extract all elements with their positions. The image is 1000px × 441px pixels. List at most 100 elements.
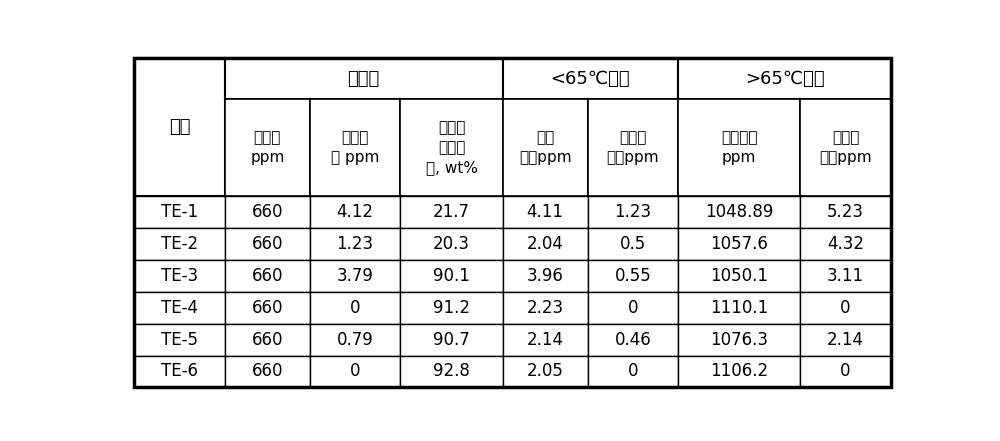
Bar — [225, 355, 310, 387]
Text: 1076.3: 1076.3 — [710, 331, 768, 348]
Bar — [800, 228, 891, 260]
Text: 1106.2: 1106.2 — [710, 363, 768, 381]
Text: 0: 0 — [350, 299, 360, 317]
Bar — [310, 355, 400, 387]
Bar — [588, 355, 678, 387]
Text: 硫醇含
量 ppm: 硫醇含 量 ppm — [331, 130, 379, 165]
Bar — [588, 228, 678, 260]
Bar — [800, 292, 891, 324]
Text: TE-6: TE-6 — [161, 363, 198, 381]
Bar — [503, 99, 588, 196]
Bar — [800, 355, 891, 387]
Text: 0: 0 — [628, 299, 638, 317]
Text: 0.55: 0.55 — [615, 267, 651, 285]
Text: 0: 0 — [350, 363, 360, 381]
Text: 660: 660 — [252, 363, 283, 381]
Bar — [400, 355, 503, 387]
Text: 项目: 项目 — [169, 118, 190, 136]
Bar — [400, 196, 503, 228]
Bar — [310, 228, 400, 260]
Text: 92.8: 92.8 — [433, 363, 470, 381]
Bar — [225, 58, 503, 99]
Bar — [800, 99, 891, 196]
Text: TE-4: TE-4 — [161, 299, 198, 317]
Text: 1110.1: 1110.1 — [710, 299, 768, 317]
Text: 0: 0 — [628, 363, 638, 381]
Text: 90.7: 90.7 — [433, 331, 470, 348]
Bar — [678, 292, 800, 324]
Text: 3.96: 3.96 — [527, 267, 564, 285]
Bar — [134, 58, 225, 196]
Text: 20.3: 20.3 — [433, 235, 470, 253]
Bar — [225, 260, 310, 292]
Text: 91.2: 91.2 — [433, 299, 470, 317]
Text: 4.11: 4.11 — [527, 203, 564, 221]
Text: 硫醇含
量，ppm: 硫醇含 量，ppm — [607, 130, 659, 165]
Bar — [678, 196, 800, 228]
Bar — [225, 99, 310, 196]
Bar — [400, 228, 503, 260]
Bar — [400, 292, 503, 324]
Bar — [503, 324, 588, 355]
Text: TE-5: TE-5 — [161, 331, 198, 348]
Text: 0.46: 0.46 — [615, 331, 651, 348]
Text: 0.5: 0.5 — [620, 235, 646, 253]
Text: 660: 660 — [252, 331, 283, 348]
Text: TE-1: TE-1 — [161, 203, 198, 221]
Bar — [225, 196, 310, 228]
Text: 硫含量，
ppm: 硫含量， ppm — [721, 130, 757, 165]
Text: <65℃组分: <65℃组分 — [551, 70, 630, 88]
Text: 1048.89: 1048.89 — [705, 203, 773, 221]
Text: 2.05: 2.05 — [527, 363, 564, 381]
Bar — [503, 292, 588, 324]
Bar — [503, 355, 588, 387]
Bar — [588, 292, 678, 324]
Bar — [588, 196, 678, 228]
Text: 5.23: 5.23 — [827, 203, 864, 221]
Text: 2.23: 2.23 — [527, 299, 564, 317]
Bar — [134, 196, 225, 228]
Text: 3.79: 3.79 — [337, 267, 374, 285]
Bar — [588, 260, 678, 292]
Text: 1.23: 1.23 — [614, 203, 651, 221]
Bar — [503, 58, 678, 99]
Text: 660: 660 — [252, 235, 283, 253]
Bar — [310, 196, 400, 228]
Bar — [134, 355, 225, 387]
Bar — [310, 260, 400, 292]
Text: 2.14: 2.14 — [827, 331, 864, 348]
Bar — [678, 99, 800, 196]
Bar — [503, 228, 588, 260]
Text: 660: 660 — [252, 203, 283, 221]
Bar — [310, 292, 400, 324]
Bar — [134, 228, 225, 260]
Text: 3.11: 3.11 — [827, 267, 864, 285]
Bar — [310, 324, 400, 355]
Text: 21.7: 21.7 — [433, 203, 470, 221]
Bar — [800, 324, 891, 355]
Bar — [400, 324, 503, 355]
Bar — [225, 324, 310, 355]
Bar — [134, 292, 225, 324]
Text: >65℃组分: >65℃组分 — [745, 70, 824, 88]
Bar — [678, 58, 891, 99]
Bar — [678, 228, 800, 260]
Text: TE-2: TE-2 — [161, 235, 198, 253]
Bar — [800, 260, 891, 292]
Bar — [503, 196, 588, 228]
Text: 硫含
量，ppm: 硫含 量，ppm — [519, 130, 571, 165]
Bar — [134, 260, 225, 292]
Text: 1057.6: 1057.6 — [710, 235, 768, 253]
Bar — [400, 99, 503, 196]
Text: 1050.1: 1050.1 — [710, 267, 768, 285]
Bar — [503, 260, 588, 292]
Bar — [134, 324, 225, 355]
Text: 660: 660 — [252, 267, 283, 285]
Bar — [225, 228, 310, 260]
Text: 660: 660 — [252, 299, 283, 317]
Bar — [678, 324, 800, 355]
Bar — [588, 324, 678, 355]
Text: 0.79: 0.79 — [337, 331, 373, 348]
Bar — [400, 260, 503, 292]
Text: TE-3: TE-3 — [161, 267, 198, 285]
